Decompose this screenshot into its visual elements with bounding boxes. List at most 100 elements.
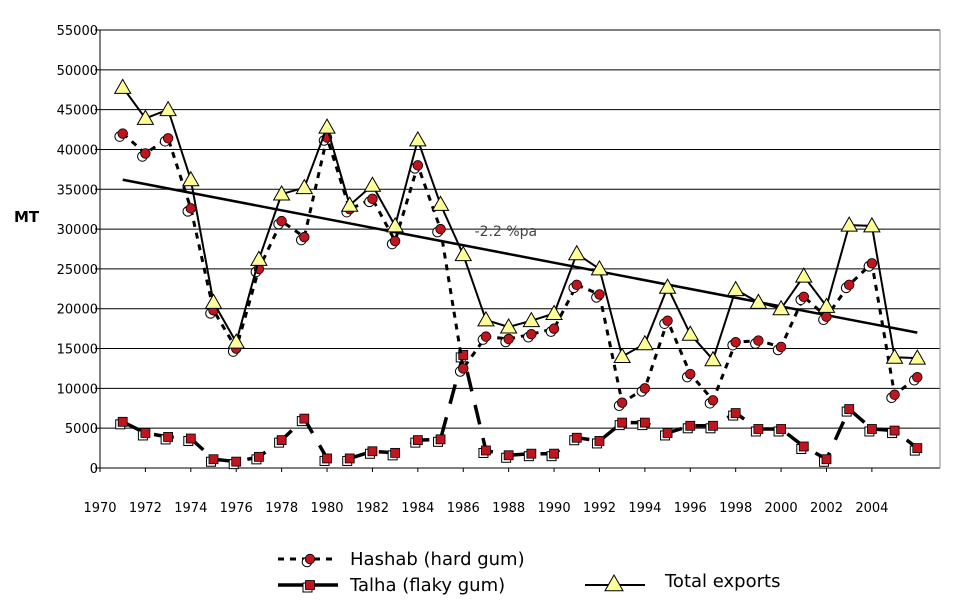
data-point [772, 299, 790, 316]
point-marker [140, 148, 151, 159]
data-point [726, 280, 745, 297]
y-axis-label: MT [14, 208, 40, 226]
data-point [681, 368, 696, 383]
data-point [302, 580, 315, 593]
data-point [590, 259, 609, 276]
data-point [114, 128, 128, 142]
data-point [637, 417, 650, 431]
x-tick-label: 1998 [719, 501, 752, 516]
point-marker [117, 416, 128, 427]
data-point [296, 413, 310, 427]
data-point [477, 310, 495, 327]
point-marker [571, 432, 582, 443]
data-point [159, 133, 174, 147]
point-marker [753, 424, 764, 434]
point-marker [435, 434, 446, 445]
point-marker [616, 397, 628, 408]
data-point [660, 428, 673, 441]
point-marker [344, 453, 355, 464]
point-marker [571, 279, 582, 291]
data-point [115, 416, 128, 430]
data-point [318, 118, 336, 134]
y-tick-label: 50000 [57, 64, 98, 79]
x-tick-label: 1990 [538, 501, 571, 516]
data-point [409, 160, 424, 174]
trend-line: -2.2 %pa [122, 178, 918, 334]
data-point [817, 297, 836, 313]
data-point [410, 435, 423, 448]
y-tick-label: 20000 [57, 303, 98, 318]
data-point [773, 424, 786, 437]
x-tick-label: 1992 [583, 501, 616, 516]
data-point [796, 441, 809, 454]
data-point [319, 453, 332, 466]
point-marker [305, 580, 315, 590]
point-marker [185, 203, 197, 214]
y-tick-label: 55000 [57, 24, 98, 39]
data-point [636, 383, 651, 397]
series-line [121, 132, 919, 405]
point-marker [458, 363, 469, 374]
data-point [909, 443, 923, 456]
series-total [113, 78, 927, 367]
data-point [727, 336, 741, 351]
data-point [545, 323, 560, 337]
data-point [363, 176, 382, 192]
point-marker [548, 323, 560, 334]
data-point [183, 433, 196, 447]
data-point [181, 170, 200, 187]
point-marker [594, 289, 605, 300]
data-point [387, 447, 401, 461]
point-marker [367, 193, 378, 205]
point-marker [639, 383, 651, 394]
series-hashab [114, 128, 923, 411]
x-tick-label: 1970 [83, 501, 116, 516]
y-tick-label: 5000 [65, 422, 98, 437]
point-marker [889, 389, 900, 400]
data-point [545, 304, 563, 321]
point-marker [912, 443, 923, 453]
data-point [636, 334, 654, 351]
data-point [523, 448, 537, 462]
data-point [818, 311, 832, 325]
data-point [749, 293, 768, 309]
legend-label: Talha (flaky gum) [349, 575, 505, 596]
x-tick-label: 1994 [628, 501, 661, 516]
data-point [274, 435, 287, 448]
trend-label: -2.2 %pa [475, 224, 538, 240]
x-tick-label: 2002 [810, 501, 843, 516]
data-point [887, 425, 900, 439]
data-point [795, 291, 809, 306]
point-marker [549, 448, 559, 459]
data-point [794, 267, 813, 283]
data-point [386, 216, 404, 233]
x-tick-label: 1986 [447, 501, 480, 516]
x-tick-label: 1988 [492, 501, 525, 516]
data-point [705, 420, 718, 434]
data-point [728, 408, 741, 421]
data-point [432, 223, 446, 238]
data-point [682, 420, 696, 434]
point-marker [776, 424, 786, 434]
point-marker [662, 315, 673, 326]
point-marker [185, 433, 196, 444]
point-marker [276, 435, 287, 446]
point-marker [730, 336, 741, 348]
data-point [137, 428, 151, 441]
data-point [364, 446, 378, 459]
axes [95, 29, 941, 472]
point-marker [481, 445, 491, 456]
data-point [659, 315, 673, 329]
data-point [478, 445, 491, 458]
x-tick-label: 1976 [220, 501, 253, 516]
x-axis-ticks: 1970 1972 1974 1976 1978 1980 1982 1984 1986 1988… [83, 501, 888, 516]
data-point [182, 203, 197, 217]
point-marker [662, 428, 673, 438]
data-point [523, 329, 537, 343]
data-point [885, 348, 904, 364]
data-point [499, 318, 518, 334]
point-marker [208, 454, 219, 465]
data-point [295, 178, 314, 195]
point-marker [844, 404, 855, 414]
legend-item-hashab: Hashab (hard gum) [278, 549, 525, 570]
